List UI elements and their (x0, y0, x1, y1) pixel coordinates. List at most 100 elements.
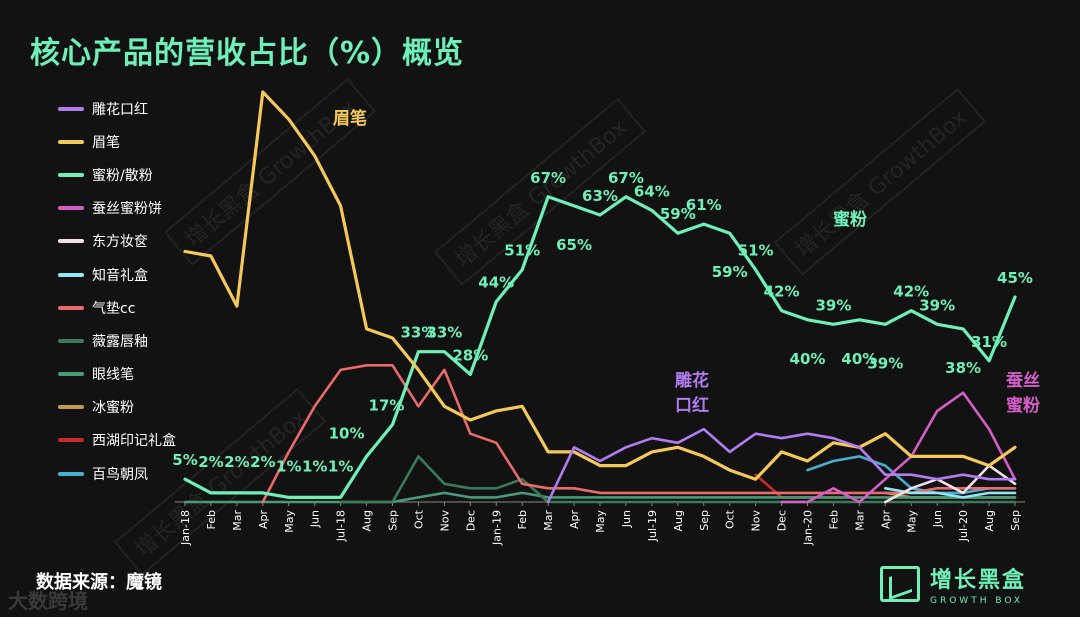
x-tick-label: Oct (724, 509, 737, 529)
legend-label: 西湖印记礼盒 (92, 433, 176, 450)
data-label: 39% (919, 296, 955, 314)
data-label: 64% (634, 182, 670, 200)
legend-label: 蚕丝蜜粉饼 (92, 201, 162, 218)
box-icon (880, 566, 920, 602)
x-tick-label: Feb (205, 510, 218, 529)
data-label: 39% (815, 296, 851, 314)
data-label: 5% (172, 451, 197, 469)
x-tick-label: Aug (361, 510, 374, 531)
data-label: 42% (764, 283, 800, 301)
series-line-7 (339, 455, 1017, 504)
x-tick-label: Sep (387, 510, 400, 531)
data-label: 39% (867, 354, 903, 372)
legend-swatch (58, 438, 84, 443)
data-label: 51% (504, 242, 540, 260)
series-annotation: 眉笔 (333, 108, 367, 129)
series-annotation: 蜜粉 (833, 209, 867, 230)
legend-item: 冰蜜粉 (58, 391, 176, 424)
data-source: 数据来源：魔镜 (36, 572, 162, 593)
x-tick-label: Jan-18 (179, 510, 192, 546)
corner-watermark: 大数跨境 (8, 589, 88, 613)
series-line-5 (884, 487, 1017, 499)
x-tick-label: Jul-18 (335, 510, 348, 542)
brand-name-en: GROWTH BOX (930, 596, 1024, 606)
x-tick-label: Oct (412, 509, 425, 529)
x-tick-label: Dec (776, 510, 789, 531)
legend-item: 薇露唇釉 (58, 324, 176, 357)
legend-item: 蜜粉/散粉 (58, 158, 176, 191)
series-line-1 (183, 90, 1017, 481)
x-tick-label: Apr (879, 510, 892, 530)
x-tick-label: Feb (516, 510, 529, 529)
data-label: 2% (224, 453, 249, 471)
x-tick-label: Jun (309, 510, 322, 528)
data-label: 44% (478, 274, 514, 292)
legend-item: 东方妆奁 (58, 225, 176, 258)
series-line-4 (884, 464, 1017, 504)
x-tick-label: Sep (698, 510, 711, 531)
data-label: 2% (198, 453, 223, 471)
data-label: 38% (945, 359, 981, 377)
data-label: 40% (790, 350, 826, 368)
data-label: 28% (452, 346, 488, 364)
data-label: 40% (841, 350, 877, 368)
legend-swatch (58, 305, 84, 310)
legend-item: 眉笔 (58, 125, 176, 158)
legend-label: 气垫cc (92, 300, 136, 317)
legend-item: 西湖印记礼盒 (58, 424, 176, 457)
legend-label: 蜜粉/散粉 (92, 167, 153, 184)
data-label: 1% (328, 457, 353, 475)
legend-item: 眼线笔 (58, 358, 176, 391)
data-label: 10% (329, 424, 365, 442)
x-tick-label: Apr (257, 510, 270, 530)
legend-item: 知音礼盒 (58, 258, 176, 291)
series-line-2 (183, 195, 1017, 499)
x-tick-label: Jan-20 (802, 510, 815, 546)
data-label: 42% (893, 283, 929, 301)
data-label: 2% (250, 453, 275, 471)
x-tick-label: Feb (827, 510, 840, 529)
data-label: 1% (302, 457, 327, 475)
data-label: 61% (686, 196, 722, 214)
data-label: 65% (556, 236, 592, 254)
x-tick-label: Jul-19 (646, 510, 659, 542)
legend-item: 蚕丝蜜粉饼 (58, 192, 176, 225)
data-label: 63% (582, 187, 618, 205)
legend-swatch (58, 338, 84, 343)
x-tick-label: Jan-19 (490, 510, 503, 546)
series-line-0 (546, 427, 1017, 504)
legend-swatch (58, 372, 84, 377)
legend-swatch (58, 471, 84, 476)
legend-label: 眼线笔 (92, 367, 134, 384)
data-label: 33% (400, 324, 436, 342)
brand-name: 增长黑盒 (930, 568, 1027, 593)
legend-swatch (58, 172, 84, 177)
x-tick-label: Mar (542, 510, 555, 531)
x-tick-label: Mar (231, 510, 244, 531)
x-tick-label: Dec (464, 510, 477, 531)
x-tick-label: Nov (438, 510, 451, 532)
data-label: 17% (369, 397, 405, 415)
chart-title: 核心产品的营收占比（%）概览 (30, 36, 465, 71)
data-label: 59% (712, 263, 748, 281)
legend-label: 雕花口红 (92, 101, 148, 118)
data-label: 51% (738, 242, 774, 260)
legend-label: 知音礼盒 (92, 267, 148, 284)
x-tick-label: Sep (1009, 510, 1022, 531)
legend-label: 东方妆奁 (92, 234, 148, 251)
series-annotation: 雕花 (675, 370, 709, 391)
legend-label: 冰蜜粉 (92, 400, 134, 417)
legend-swatch (58, 272, 84, 277)
x-tick-label: Jun (620, 510, 633, 528)
series-annotation: 蜜粉 (1006, 395, 1040, 416)
legend-swatch (58, 206, 84, 211)
series-line-8 (183, 491, 1017, 504)
series-line-6 (261, 364, 1017, 504)
data-label: 67% (608, 169, 644, 187)
x-tick-label: Mar (853, 510, 866, 531)
x-tick-label: Jul-20 (957, 510, 970, 542)
legend-label: 眉笔 (92, 134, 120, 151)
legend-swatch (58, 106, 84, 111)
legend-swatch (58, 239, 84, 244)
